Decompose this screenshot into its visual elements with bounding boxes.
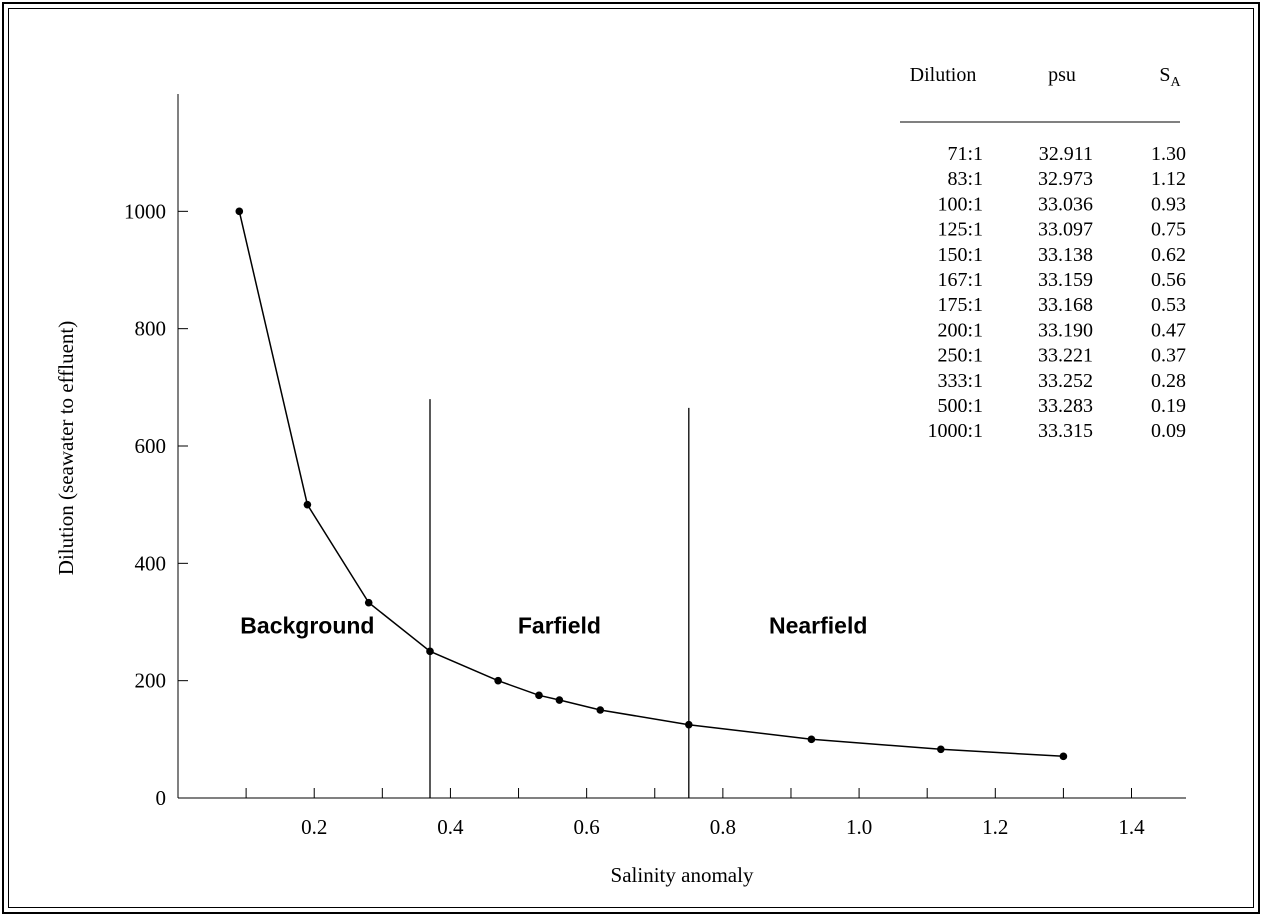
- table-cell-sa: 0.56: [1151, 269, 1186, 291]
- table-cell-dilution: 83:1: [947, 168, 983, 190]
- table-cell-dilution: 333:1: [937, 370, 983, 392]
- data-point: [937, 745, 945, 754]
- table-cell-dilution: 1000:1: [927, 420, 983, 442]
- table-cell-psu: 33.221: [1038, 345, 1093, 367]
- data-series: [235, 207, 1068, 761]
- y-tick-label: 0: [156, 786, 167, 810]
- table-cell-sa: 1.30: [1151, 143, 1186, 165]
- table-header-sa-subscript: A: [1171, 75, 1182, 90]
- table-cell-sa: 0.75: [1151, 219, 1186, 241]
- x-tick-label: 0.8: [710, 815, 736, 839]
- data-point: [303, 500, 312, 509]
- x-tick-label: 1.2: [982, 815, 1008, 839]
- inner-frame: [8, 8, 1254, 908]
- x-tick-label: 1.4: [1118, 815, 1145, 839]
- table-cell-psu: 33.190: [1038, 319, 1093, 341]
- data-point: [1059, 752, 1068, 761]
- table-cell-psu: 33.283: [1038, 395, 1093, 417]
- table-cell-dilution: 100:1: [937, 193, 983, 215]
- table-body: 71:1 32.911 1.30 83:1 32.973 1.12 100:1 33.036 0…: [927, 143, 1186, 442]
- table-cell-dilution: 150:1: [937, 244, 983, 266]
- table-cell-sa: 0.47: [1151, 319, 1186, 341]
- table-cell-sa: 0.37: [1151, 345, 1186, 367]
- data-point: [235, 207, 244, 216]
- table-cell-psu: 32.973: [1038, 168, 1093, 190]
- table-cell-dilution: 125:1: [937, 219, 983, 241]
- data-point: [596, 706, 605, 714]
- table-header-sa-base: S: [1159, 64, 1170, 86]
- y-tick-label: 400: [135, 551, 167, 575]
- data-point: [685, 720, 693, 729]
- data-point: [494, 676, 502, 685]
- table-cell-psu: 33.252: [1038, 370, 1093, 392]
- region-divider-lines: [429, 399, 690, 798]
- table-cell-dilution: 167:1: [937, 269, 983, 291]
- table-cell-sa: 0.19: [1151, 395, 1186, 417]
- y-tick-label: 600: [135, 434, 167, 458]
- table-cell-sa: 1.12: [1151, 168, 1186, 190]
- table-header-dilution: Dilution: [910, 64, 977, 86]
- table-cell-psu: 33.159: [1038, 269, 1093, 291]
- data-point: [364, 598, 373, 607]
- axes: 0.2 0.4 0.6 0.8 1.0 1.2 1.4 0 200 400 600 800 1000: [124, 94, 1186, 839]
- data-point: [426, 647, 434, 656]
- table-cell-psu: 32.911: [1039, 143, 1093, 165]
- table-cell-sa: 0.28: [1151, 370, 1186, 392]
- table-cell-dilution: 200:1: [937, 319, 983, 341]
- x-tick-label: 0.6: [574, 815, 600, 839]
- data-point: [535, 691, 543, 700]
- y-tick-label: 800: [135, 317, 167, 341]
- table-header-sa: SA: [1159, 64, 1181, 90]
- region-label: Farfield: [518, 613, 601, 639]
- table-cell-sa: 0.62: [1151, 244, 1186, 266]
- region-label: Nearfield: [769, 613, 867, 639]
- y-tick-label: 200: [135, 669, 167, 693]
- x-axis-label: Salinity anomaly: [611, 863, 754, 887]
- y-tick-label: 1000: [124, 199, 166, 223]
- y-axis-label: Dilution (seawater to effluent): [54, 321, 78, 575]
- table-cell-psu: 33.138: [1038, 244, 1093, 266]
- data-point: [555, 696, 564, 704]
- table-cell-sa: 0.93: [1151, 193, 1186, 215]
- x-tick-label: 0.4: [437, 815, 464, 839]
- series-line: [238, 211, 1064, 758]
- table-cell-psu: 33.168: [1038, 294, 1093, 316]
- region-label: Background: [240, 613, 374, 639]
- table-header-psu: psu: [1048, 64, 1076, 86]
- x-tick-label: 0.2: [301, 815, 327, 839]
- table-cell-sa: 0.53: [1151, 294, 1186, 316]
- table-cell-sa: 0.09: [1151, 420, 1186, 442]
- table-cell-dilution: 250:1: [937, 345, 983, 367]
- data-table: Dilution psu SA 71:1 32.911 1.30 83:1 32.973…: [900, 64, 1186, 442]
- table-cell-psu: 33.315: [1038, 420, 1093, 442]
- table-cell-dilution: 71:1: [947, 143, 983, 165]
- region-labels: Background Farfield Nearfield: [240, 613, 867, 639]
- table-cell-psu: 33.097: [1038, 219, 1093, 241]
- table-cell-dilution: 500:1: [937, 395, 983, 417]
- data-point: [807, 735, 816, 744]
- x-tick-label: 1.0: [846, 815, 872, 839]
- table-cell-psu: 33.036: [1038, 193, 1093, 215]
- table-cell-dilution: 175:1: [937, 294, 983, 316]
